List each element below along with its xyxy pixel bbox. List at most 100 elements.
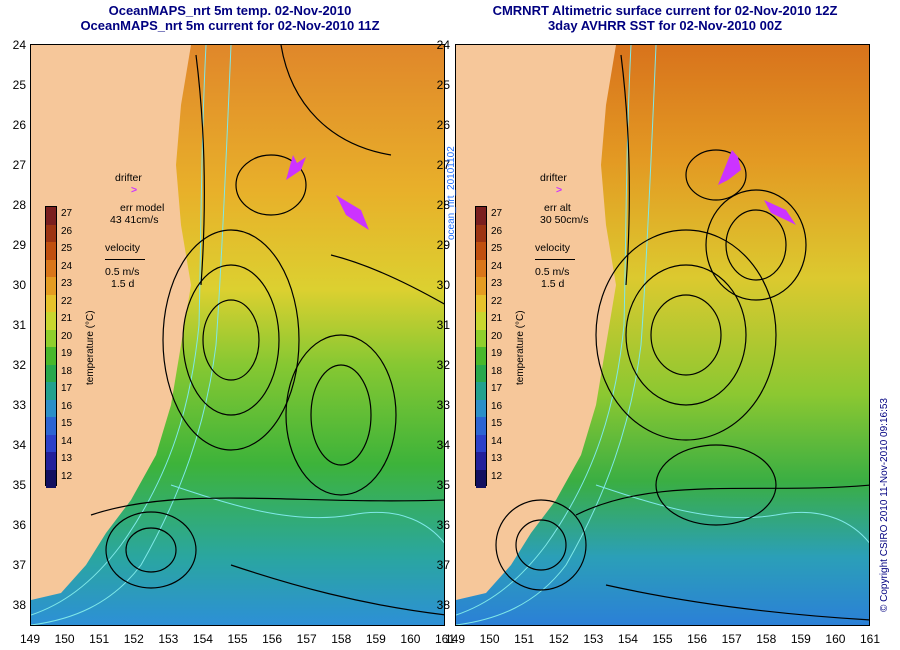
lat-label: 34	[12, 438, 26, 452]
lat-label: 34	[436, 438, 450, 452]
colorbar-swatch	[46, 277, 56, 295]
colorbar-tick: 23	[491, 278, 503, 289]
current-streamlines	[90, 45, 444, 616]
ocean-area	[31, 45, 444, 625]
colorbar-tick: 12	[61, 470, 73, 482]
colorbar-tick: 13	[61, 453, 73, 464]
right-err-label: err alt 30 50cm/s	[540, 202, 589, 226]
colorbar-tick: 21	[61, 313, 73, 324]
lat-label: 32	[436, 358, 450, 372]
colorbar-tick: 26	[61, 225, 73, 237]
lon-label: 150	[479, 632, 500, 646]
colorbar-swatch	[46, 364, 56, 383]
lat-label: 28	[436, 198, 450, 212]
lon-label: 159	[790, 632, 811, 646]
colorbar-tick: 24	[61, 260, 73, 272]
lat-label: 26	[12, 118, 26, 132]
left-title-line1: OceanMAPS_nrt 5m temp. 02-Nov-2010	[108, 3, 352, 18]
right-title-line2: 3day AVHRR SST for 02-Nov-2010 00Z	[547, 18, 783, 33]
lon-label: 156	[687, 632, 708, 646]
colorbar-tick: 16	[491, 400, 503, 412]
lat-label: 38	[436, 598, 450, 612]
lon-label: 156	[262, 632, 283, 646]
left-colorbar	[45, 206, 57, 488]
lat-label: 37	[436, 558, 450, 572]
colorbar-swatch	[476, 382, 486, 400]
lon-label: 157	[296, 632, 317, 646]
colorbar-swatch	[46, 469, 56, 488]
current-streamlines	[495, 54, 869, 621]
colorbar-tick: 15	[61, 418, 73, 429]
left-colorbar-label: temperature (°C)	[85, 310, 96, 385]
lon-label: 153	[158, 632, 179, 646]
left-map-panel	[30, 44, 445, 626]
right-colorbar-label: temperature (°C)	[515, 310, 526, 385]
lon-label: 160	[825, 632, 846, 646]
lat-label: 35	[12, 478, 26, 492]
lon-label: 161	[859, 632, 881, 646]
lat-label: 31	[436, 318, 450, 332]
colorbar-swatch	[46, 399, 56, 418]
colorbar-swatch	[476, 417, 486, 435]
lon-label: 149	[19, 632, 41, 646]
colorbar-tick: 25	[491, 243, 503, 254]
colorbar-swatch	[46, 329, 56, 348]
colorbar-swatch	[46, 382, 56, 400]
colorbar-swatch	[476, 242, 486, 260]
lat-label: 36	[436, 518, 450, 532]
colorbar-swatch	[476, 224, 486, 243]
colorbar-swatch	[476, 207, 486, 225]
colorbar-tick: 24	[491, 260, 503, 272]
colorbar-tick: 23	[61, 278, 73, 289]
colorbar-swatch	[46, 347, 56, 365]
lat-label: 33	[12, 398, 26, 412]
lat-label: 32	[12, 358, 26, 372]
left-velocity-label: velocity 0.5 m/s 1.5 d	[105, 242, 145, 290]
lon-label: 152	[548, 632, 569, 646]
lon-label: 150	[54, 632, 75, 646]
lon-label: 153	[583, 632, 604, 646]
right-title-line1: CMRNRT Altimetric surface current for 02…	[492, 3, 838, 18]
drifter-tracks	[286, 155, 369, 230]
lat-label: 36	[12, 518, 26, 532]
lon-label: 160	[400, 632, 421, 646]
left-err-label: err model 43 41cm/s	[110, 202, 165, 226]
lat-label: 35	[436, 478, 450, 492]
colorbar-swatch	[46, 417, 56, 435]
colorbar-tick: 20	[491, 330, 503, 342]
colorbar-swatch	[46, 434, 56, 453]
colorbar-swatch	[476, 347, 486, 365]
colorbar-swatch	[476, 277, 486, 295]
left-drifter-symbol: >	[131, 184, 138, 196]
colorbar-tick: 26	[491, 225, 503, 237]
ocean-area	[456, 45, 869, 625]
lon-label: 149	[444, 632, 466, 646]
lon-label: 159	[365, 632, 386, 646]
lon-label: 158	[756, 632, 777, 646]
lon-label: 151	[514, 632, 535, 646]
colorbar-tick: 17	[491, 383, 503, 394]
colorbar-swatch	[46, 259, 56, 278]
lat-label: 25	[12, 78, 26, 92]
lon-label: 155	[227, 632, 248, 646]
colorbar-swatch	[46, 452, 56, 470]
colorbar-tick: 27	[61, 208, 73, 219]
lat-label: 26	[436, 118, 450, 132]
drifter-tracks	[718, 150, 796, 225]
colorbar-tick: 12	[491, 470, 503, 482]
depth-contours	[456, 45, 869, 625]
colorbar-tick: 22	[491, 295, 503, 307]
right-map-svg	[456, 45, 869, 625]
lat-label: 38	[12, 598, 26, 612]
left-map-svg	[31, 45, 444, 625]
colorbar-tick: 22	[61, 295, 73, 307]
right-drifter-symbol: >	[556, 184, 563, 196]
right-colorbar	[475, 206, 487, 488]
right-drifter-label: drifter >	[540, 172, 567, 196]
lon-label: 154	[617, 632, 638, 646]
lat-label: 31	[12, 318, 26, 332]
left-title-line2: OceanMAPS_nrt 5m current for 02-Nov-2010…	[80, 18, 380, 33]
lon-label: 154	[192, 632, 213, 646]
colorbar-tick: 17	[61, 383, 73, 394]
colorbar-swatch	[476, 294, 486, 313]
